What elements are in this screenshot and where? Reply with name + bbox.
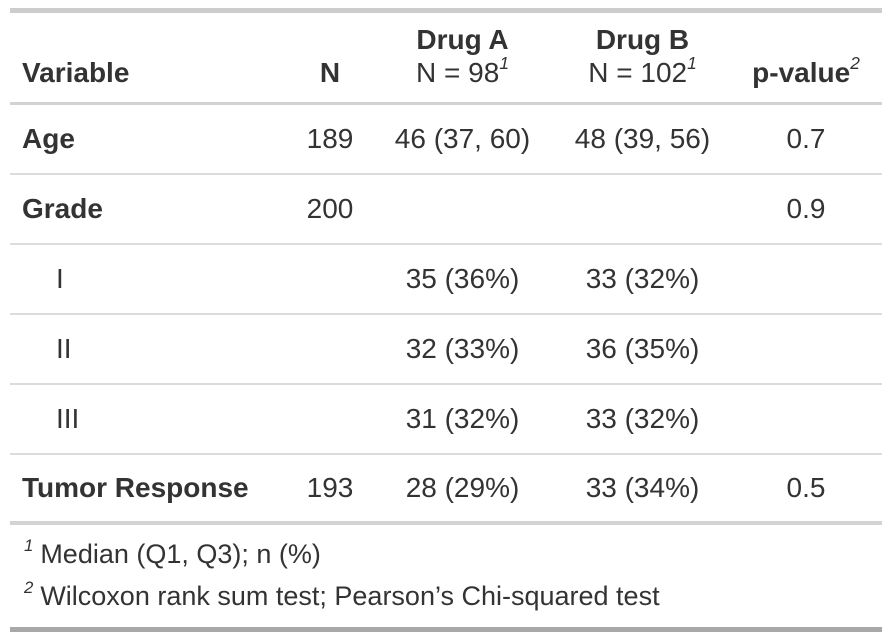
cell-p-value bbox=[730, 385, 882, 455]
cell-n bbox=[290, 385, 370, 455]
table-header: Variable N Drug A N = 981 Drug B N = 102… bbox=[10, 13, 882, 105]
cell-drug-a bbox=[370, 175, 555, 245]
cell-drug-b bbox=[555, 175, 730, 245]
footnote-marker-2: 2 bbox=[24, 577, 34, 597]
cell-drug-b: 33 (32%) bbox=[555, 385, 730, 455]
cell-drug-a: 35 (36%) bbox=[370, 245, 555, 315]
table-row-grade-ii: II 32 (33%) 36 (35%) bbox=[10, 315, 882, 385]
cell-p-value bbox=[730, 245, 882, 315]
row-label: II bbox=[10, 315, 290, 385]
row-label: I bbox=[10, 245, 290, 315]
row-label: III bbox=[10, 385, 290, 455]
cell-drug-b: 36 (35%) bbox=[555, 315, 730, 385]
row-label: Tumor Response bbox=[10, 455, 290, 525]
cell-n bbox=[290, 315, 370, 385]
column-header-n: N bbox=[290, 13, 370, 105]
footnote-ref-1: 1 bbox=[499, 53, 509, 74]
footnote-marker-1: 1 bbox=[24, 535, 34, 555]
cell-drug-a: 32 (33%) bbox=[370, 315, 555, 385]
table-body: Age 189 46 (37, 60) 48 (39, 56) 0.7 Grad… bbox=[10, 105, 882, 525]
table-row-grade-iii: III 31 (32%) 33 (32%) bbox=[10, 385, 882, 455]
table-footnotes: 1 Median (Q1, Q3); n (%) 2 Wilcoxon rank s… bbox=[10, 525, 882, 632]
cell-p-value: 0.5 bbox=[730, 455, 882, 525]
header-row: Variable N Drug A N = 981 Drug B N = 102… bbox=[10, 13, 882, 105]
cell-n: 200 bbox=[290, 175, 370, 245]
table-row-grade-i: I 35 (36%) 33 (32%) bbox=[10, 245, 882, 315]
footnote-2: 2 Wilcoxon rank sum test; Pearson’s Chi-s… bbox=[24, 579, 882, 613]
row-label: Age bbox=[10, 105, 290, 175]
drug-b-title: Drug B bbox=[595, 24, 690, 55]
cell-n bbox=[290, 245, 370, 315]
footnote-1: 1 Median (Q1, Q3); n (%) bbox=[24, 537, 882, 571]
table-row-tumor-response: Tumor Response 193 28 (29%) 33 (34%) 0.5 bbox=[10, 455, 882, 525]
cell-p-value bbox=[730, 315, 882, 385]
column-header-drug-a: Drug A N = 981 bbox=[370, 13, 555, 105]
cell-drug-b: 33 (34%) bbox=[555, 455, 730, 525]
footnote-text: Median (Q1, Q3); n (%) bbox=[40, 539, 321, 569]
drug-a-n-count: N = 981 bbox=[416, 53, 509, 88]
footnote-text: Wilcoxon rank sum test; Pearson’s Chi-sq… bbox=[40, 581, 660, 611]
cell-drug-a: 28 (29%) bbox=[370, 455, 555, 525]
cell-drug-b: 33 (32%) bbox=[555, 245, 730, 315]
cell-p-value: 0.7 bbox=[730, 105, 882, 175]
row-label: Grade bbox=[10, 175, 290, 245]
cell-drug-b: 48 (39, 56) bbox=[555, 105, 730, 175]
summary-table: Variable N Drug A N = 981 Drug B N = 102… bbox=[10, 8, 882, 525]
column-header-drug-b: Drug B N = 1021 bbox=[555, 13, 730, 105]
cell-p-value: 0.9 bbox=[730, 175, 882, 245]
column-header-p-value: p-value2 bbox=[730, 13, 882, 105]
cell-n: 189 bbox=[290, 105, 370, 175]
column-header-variable: Variable bbox=[10, 13, 290, 105]
drug-a-title: Drug A bbox=[416, 24, 509, 55]
table-row-age: Age 189 46 (37, 60) 48 (39, 56) 0.7 bbox=[10, 105, 882, 175]
cell-n: 193 bbox=[290, 455, 370, 525]
footnote-ref-2: 2 bbox=[850, 53, 860, 74]
cell-drug-a: 46 (37, 60) bbox=[370, 105, 555, 175]
cell-drug-a: 31 (32%) bbox=[370, 385, 555, 455]
drug-b-n-count: N = 1021 bbox=[588, 53, 697, 88]
table-row-grade: Grade 200 0.9 bbox=[10, 175, 882, 245]
footnote-ref-1: 1 bbox=[687, 53, 697, 74]
